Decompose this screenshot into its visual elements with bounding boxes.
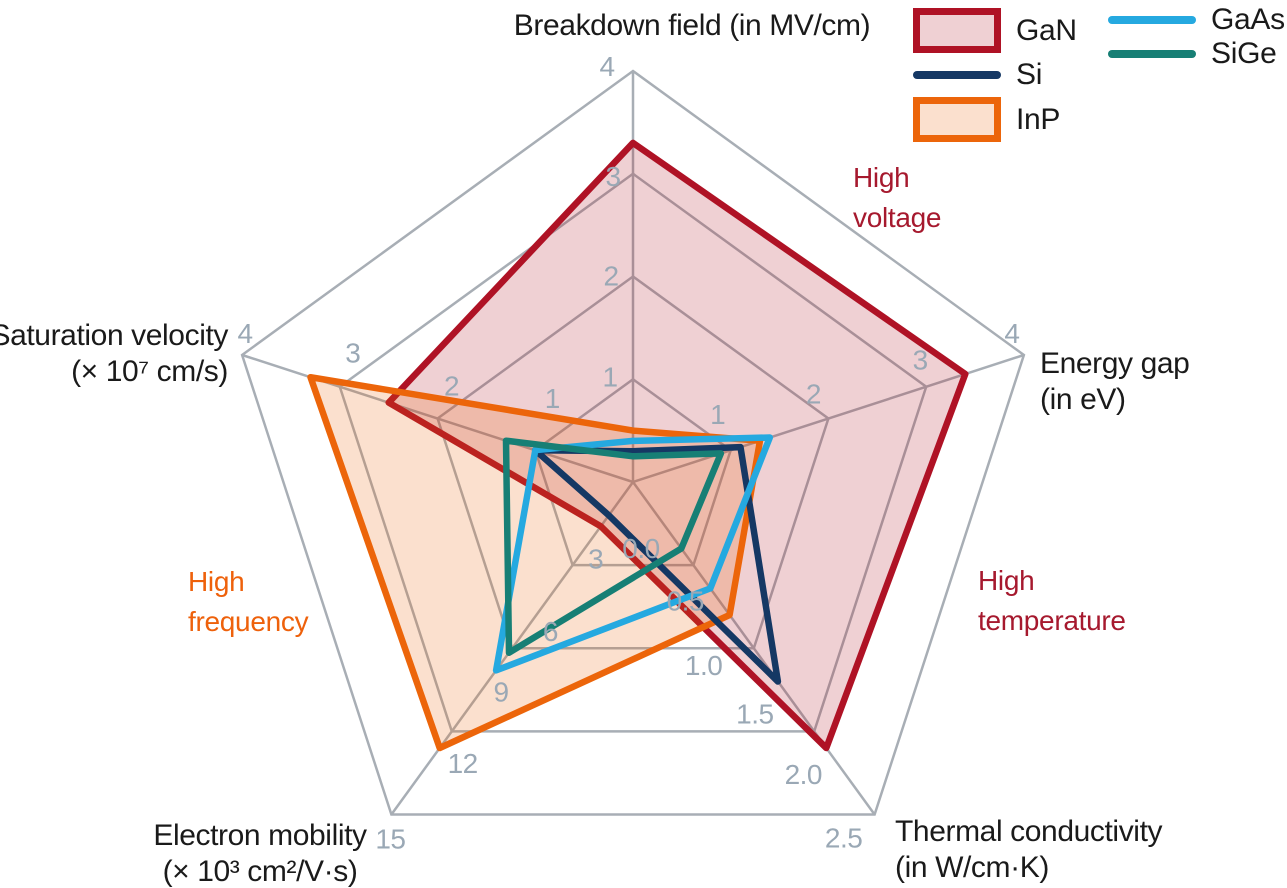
annotation-line: frequency bbox=[188, 606, 309, 637]
axis-title-line: Electron mobility bbox=[153, 819, 367, 852]
legend-item-Si: Si bbox=[913, 58, 1077, 91]
tick-label-energy_gap-2: 2 bbox=[806, 379, 821, 410]
axis-title-unit: (in W/cm·K) bbox=[895, 851, 1049, 884]
tick-label-electron_mobility-6: 6 bbox=[543, 616, 558, 647]
axis-title-unit: (× 10³ cm²/V·s) bbox=[162, 855, 358, 888]
tick-label-saturation_velocity-4: 4 bbox=[238, 318, 253, 349]
legend-label-SiGe: SiGe bbox=[1211, 37, 1277, 70]
annotation-line: High bbox=[853, 162, 910, 193]
radar-grid-ring bbox=[436, 274, 830, 650]
legend-label-GaAs: GaAs bbox=[1211, 3, 1285, 36]
tick-label-breakdown_field-1: 1 bbox=[602, 361, 617, 392]
legend-label-InP: InP bbox=[1016, 102, 1061, 136]
legend-item-GaN: GaN bbox=[913, 8, 1077, 53]
tick-label-breakdown_field-4: 4 bbox=[599, 51, 614, 82]
axis-title-energy-gap: Energy gap (in eV) bbox=[1040, 346, 1190, 418]
tick-label-saturation_velocity-1: 1 bbox=[545, 383, 560, 414]
legend-item-GaAs: GaAs bbox=[1108, 3, 1285, 36]
legend-swatch-line-SiGe bbox=[1108, 50, 1196, 58]
radar-axis-line-energy_gap bbox=[632, 353, 1025, 484]
axis-title-line: Saturation velocity bbox=[0, 319, 228, 352]
tick-label-saturation_velocity-3: 3 bbox=[345, 338, 360, 369]
axis-title-electron-mobility: Electron mobility (× 10³ cm²/V·s) bbox=[153, 818, 367, 888]
axis-title-line: Thermal conductivity bbox=[895, 815, 1163, 848]
axis-title-saturation-velocity: Saturation velocity (× 10⁷ cm/s) bbox=[0, 318, 228, 390]
axis-title-line: Breakdown field (in MV/cm) bbox=[513, 9, 871, 42]
series-polygon-GaN bbox=[385, 139, 969, 752]
axis-title-line: Energy gap bbox=[1040, 347, 1190, 380]
tick-label-thermal_conductivity-2.0: 2.0 bbox=[785, 759, 822, 790]
legend-label-GaN: GaN bbox=[1016, 13, 1077, 47]
tick-label-saturation_velocity-2: 2 bbox=[444, 371, 459, 402]
legend-item-InP: InP bbox=[913, 97, 1077, 142]
tick-label-breakdown_field-2: 2 bbox=[603, 261, 618, 292]
tick-label-breakdown_field-3: 3 bbox=[605, 161, 620, 192]
tick-label-thermal_conductivity-0.5: 0.5 bbox=[667, 586, 704, 617]
annotation-high-temperature: High temperature bbox=[978, 561, 1126, 641]
tick-label-energy_gap-4: 4 bbox=[1004, 318, 1019, 349]
annotation-line: voltage bbox=[853, 202, 942, 233]
tick-label-energy_gap-3: 3 bbox=[913, 345, 928, 376]
legend-swatch-box-GaN bbox=[913, 8, 1001, 53]
legend-item-SiGe: SiGe bbox=[1108, 37, 1285, 70]
legend-column-2: GaAs SiGe bbox=[1108, 3, 1285, 70]
series-polygon-SiGe bbox=[502, 437, 725, 656]
tick-label-electron_mobility-3: 3 bbox=[588, 544, 603, 575]
tick-label-electron_mobility-12: 12 bbox=[448, 748, 478, 779]
tick-label-electron_mobility-15: 15 bbox=[375, 824, 405, 855]
tick-label-electron_mobility-9: 9 bbox=[494, 677, 509, 708]
tick-label-thermal_conductivity-2.5: 2.5 bbox=[825, 823, 862, 854]
tick-label-thermal_conductivity-1.0: 1.0 bbox=[685, 650, 722, 681]
axis-title-unit: (× 10⁷ cm/s) bbox=[71, 355, 228, 388]
annotation-line: High bbox=[188, 566, 245, 597]
annotation-high-frequency: High frequency bbox=[188, 562, 309, 642]
radar-grid-ring bbox=[338, 172, 928, 733]
tick-label-energy_gap-1: 1 bbox=[710, 399, 725, 430]
legend-swatch-box-InP bbox=[913, 97, 1001, 142]
legend-swatch-line-GaAs bbox=[1108, 16, 1196, 24]
radar-axis-line-thermal_conductivity bbox=[631, 481, 876, 816]
axis-title-thermal-conductivity: Thermal conductivity (in W/cm·K) bbox=[895, 814, 1163, 886]
legend-column-1: GaN Si InP bbox=[913, 8, 1077, 142]
tick-label-thermal_conductivity-0.0: 0.0 bbox=[622, 533, 659, 564]
series-polygon-InP bbox=[307, 373, 764, 752]
axis-title-breakdown-field: Breakdown field (in MV/cm) bbox=[513, 8, 871, 44]
radar-axis-line-saturation_velocity bbox=[241, 353, 634, 484]
annotation-line: High bbox=[978, 565, 1035, 596]
annotation-line: temperature bbox=[978, 605, 1126, 636]
tick-label-thermal_conductivity-1.5: 1.5 bbox=[736, 699, 773, 730]
legend-label-Si: Si bbox=[1016, 58, 1043, 91]
axis-title-unit: (in eV) bbox=[1040, 383, 1126, 416]
annotation-high-voltage: High voltage bbox=[853, 158, 942, 238]
radar-outer-ring bbox=[240, 69, 1026, 816]
legend-swatch-line-Si bbox=[913, 71, 1001, 79]
